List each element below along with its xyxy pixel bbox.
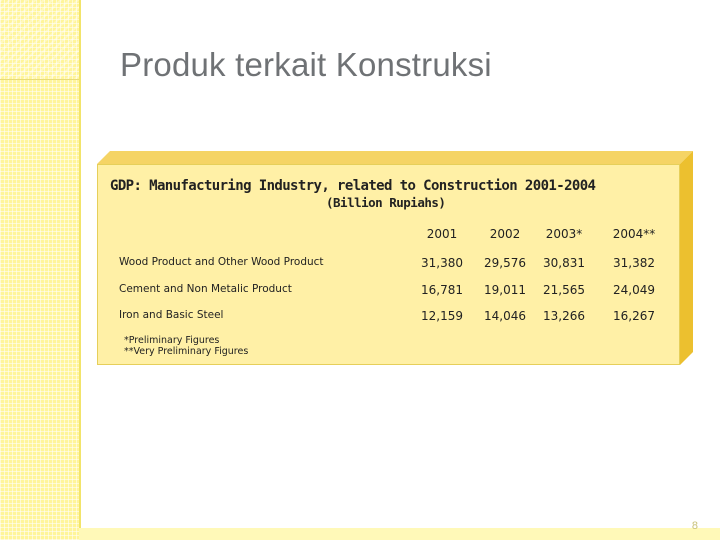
decorative-corner-square: [0, 0, 80, 80]
slide-title: Produk terkait Konstruksi: [120, 46, 492, 83]
table-cell: 14,046: [484, 309, 526, 323]
slide-number: 8: [691, 520, 698, 532]
table-cell: 13,266: [543, 309, 585, 323]
column-header-2002: 2002: [489, 227, 521, 241]
row-label: Cement and Non Metalic Product: [119, 283, 292, 295]
table-cell: 29,576: [484, 256, 526, 270]
column-header-2004: 2004**: [612, 227, 656, 241]
panel-subheading: (Billion Rupiahs): [326, 195, 446, 210]
footnote-very-preliminary: **Very Preliminary Figures: [124, 346, 249, 357]
table-cell: 31,382: [613, 256, 655, 270]
table-cell: 19,011: [484, 283, 526, 297]
band-divider: [79, 0, 81, 540]
table-cell: 16,781: [421, 283, 463, 297]
column-header-2001: 2001: [426, 227, 458, 241]
table-cell: 21,565: [543, 283, 585, 297]
decorative-left-band: [0, 0, 79, 540]
table-cell: 12,159: [421, 309, 463, 323]
data-panel: [97, 164, 680, 365]
table-cell: 24,049: [613, 283, 655, 297]
footnote-preliminary: *Preliminary Figures: [124, 335, 220, 346]
panel-right-bevel: [680, 151, 693, 365]
row-label: Iron and Basic Steel: [119, 309, 224, 321]
row-label: Wood Product and Other Wood Product: [119, 256, 324, 268]
table-cell: 16,267: [613, 309, 655, 323]
panel-top-bevel: [97, 151, 693, 164]
table-cell: 31,380: [421, 256, 463, 270]
panel-heading: GDP: Manufacturing Industry, related to …: [110, 178, 596, 194]
column-header-2003: 2003*: [545, 227, 583, 241]
table-cell: 30,831: [543, 256, 585, 270]
decorative-bottom-strip: [79, 528, 720, 540]
